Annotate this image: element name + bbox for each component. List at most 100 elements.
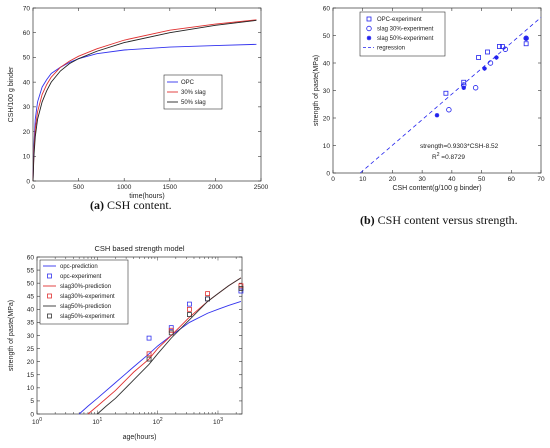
chart-a-ytick-label: 0 bbox=[26, 178, 30, 185]
chart-a-ylabel: CSH/100 g binder bbox=[8, 66, 15, 122]
chart-b-ytick-label: 30 bbox=[323, 88, 331, 95]
chart-c-legend-label: slag30%-prediction bbox=[60, 284, 111, 290]
chart-c-legend-marker bbox=[47, 293, 52, 299]
chart-a-ytick-label: 60 bbox=[23, 30, 31, 37]
chart-a-csh-content: 0 500 1000 1500 2000 2500 0 10 20 30 40 50 60 70 time(… bbox=[8, 5, 269, 200]
chart-a-xlabel: time(hours) bbox=[129, 193, 164, 200]
chart-b-point bbox=[443, 90, 449, 96]
chart-c-point bbox=[187, 306, 192, 312]
chart-c-series-line bbox=[97, 277, 242, 415]
chart-b-point bbox=[482, 66, 487, 71]
chart-b-point bbox=[461, 79, 467, 85]
chart-a-xtick-label: 2000 bbox=[208, 184, 223, 191]
chart-a-ytick-label: 30 bbox=[23, 104, 31, 111]
chart-b-point bbox=[476, 55, 482, 60]
chart-a-xtick-label: 500 bbox=[73, 184, 84, 191]
chart-b-point bbox=[523, 36, 529, 41]
chart-a-legend-label: 50% slag bbox=[181, 100, 206, 106]
chart-c-ytick-label: 55 bbox=[27, 267, 35, 274]
chart-b-r2: R2 =0.8729 bbox=[432, 152, 465, 161]
chart-b-xtick-label: 40 bbox=[448, 176, 456, 183]
chart-b-point bbox=[472, 85, 479, 91]
chart-b-legend-marker bbox=[366, 35, 372, 41]
chart-c-ytick-label: 20 bbox=[27, 359, 35, 366]
chart-c-xtick-label: 100 bbox=[32, 417, 42, 426]
caption-b-letter: (b) bbox=[360, 213, 375, 227]
chart-b-xtick-label: 70 bbox=[537, 176, 545, 183]
chart-b-point bbox=[485, 49, 490, 55]
chart-b-legend-label: slag 30%-experiment bbox=[377, 27, 434, 33]
chart-b-point bbox=[502, 46, 509, 52]
chart-b-xtick-label: 60 bbox=[508, 176, 516, 183]
chart-b-ytick-label: 60 bbox=[323, 5, 331, 12]
chart-c-ylabel: strength of paste(MPa) bbox=[8, 300, 15, 371]
chart-a-xtick-label: 1000 bbox=[117, 184, 132, 191]
chart-b-xlabel: CSH content(g/100 g binder) bbox=[392, 185, 481, 192]
chart-a-ytick-label: 40 bbox=[23, 79, 31, 86]
chart-a-series-line bbox=[32, 19, 257, 182]
chart-b-ylabel: strength of paste(MPa) bbox=[313, 55, 320, 126]
chart-c-xtick-label: 102 bbox=[153, 417, 163, 426]
chart-c-title: CSH based strength model bbox=[94, 244, 184, 253]
chart-c-legend-marker bbox=[47, 273, 52, 279]
chart-a-ytick-label: 70 bbox=[23, 5, 31, 12]
chart-a-series-line bbox=[32, 19, 257, 182]
chart-a-ytick-label: 10 bbox=[23, 154, 31, 161]
chart-b-ytick-label: 20 bbox=[323, 115, 331, 122]
chart-c-ytick-label: 10 bbox=[27, 385, 35, 392]
chart-c-point bbox=[238, 285, 244, 291]
chart-c-point bbox=[187, 312, 192, 317]
chart-c-point bbox=[168, 325, 174, 331]
chart-b-legend-marker bbox=[366, 16, 372, 22]
chart-c-legend-box bbox=[39, 259, 129, 325]
chart-b-point bbox=[446, 107, 452, 113]
chart-c-legend-label: slag30%-experiment bbox=[60, 294, 115, 300]
chart-b-point bbox=[499, 44, 505, 49]
chart-c-ytick-label: 35 bbox=[27, 320, 35, 327]
chart-b-legend-marker bbox=[366, 25, 372, 32]
chart-c-xtick-label: 103 bbox=[213, 417, 223, 426]
chart-b-csh-vs-strength: 0 10 20 30 40 50 60 70 0 10 20 30 40 50 60 CSH content(… bbox=[313, 5, 545, 192]
chart-c-legend-label: opc-prediction bbox=[60, 264, 98, 270]
chart-c-ytick-label: 5 bbox=[30, 398, 34, 405]
chart-b-point bbox=[496, 44, 502, 49]
chart-b-xtick-label: 20 bbox=[389, 176, 397, 183]
chart-c-xtick-label: 101 bbox=[92, 417, 102, 426]
chart-a-ytick-label: 50 bbox=[23, 55, 31, 62]
chart-c-ytick-label: 40 bbox=[27, 307, 35, 314]
chart-c-point bbox=[146, 356, 152, 362]
chart-c-ytick-label: 30 bbox=[27, 333, 35, 340]
chart-b-point bbox=[523, 41, 529, 47]
chart-c-point bbox=[146, 335, 152, 341]
caption-b-text: CSH content versus strength. bbox=[374, 213, 518, 227]
chart-a-xtick-label: 1500 bbox=[163, 184, 178, 191]
chart-b-point bbox=[494, 55, 499, 60]
chart-b-point bbox=[434, 113, 440, 118]
chart-b-xtick-label: 30 bbox=[419, 176, 427, 183]
chart-b-ytick-label: 40 bbox=[323, 60, 331, 67]
chart-b-legend-label: regression bbox=[377, 46, 405, 52]
chart-a-ytick-label: 20 bbox=[23, 129, 31, 136]
chart-c-ytick-label: 50 bbox=[27, 280, 35, 287]
caption-a-letter: (a) bbox=[90, 198, 104, 212]
chart-c-strength-model: CSH based strength model 100 101 102 10 30 5 10… bbox=[8, 244, 244, 441]
chart-b-xtick-label: 10 bbox=[359, 176, 367, 183]
chart-c-ytick-label: 60 bbox=[27, 254, 35, 261]
chart-c-point bbox=[146, 351, 152, 357]
chart-c-point bbox=[205, 296, 210, 302]
chart-c-point bbox=[168, 330, 174, 336]
chart-a-legend-label: OPC bbox=[181, 80, 195, 86]
chart-c-legend-label: slag50%-prediction bbox=[60, 304, 111, 310]
chart-b-point bbox=[523, 35, 529, 41]
chart-b-legend-box bbox=[359, 11, 446, 57]
chart-c-legend-marker bbox=[47, 313, 52, 319]
chart-a-plot-area bbox=[32, 7, 262, 182]
chart-a-legend-label: 30% slag bbox=[181, 90, 206, 96]
chart-c-ytick-label: 45 bbox=[27, 294, 35, 301]
chart-c-series-line bbox=[78, 301, 242, 415]
chart-c-point bbox=[168, 327, 174, 333]
chart-c-point bbox=[238, 288, 244, 294]
chart-c-ytick-label: 25 bbox=[27, 346, 35, 353]
chart-b-regression-line bbox=[359, 17, 542, 174]
